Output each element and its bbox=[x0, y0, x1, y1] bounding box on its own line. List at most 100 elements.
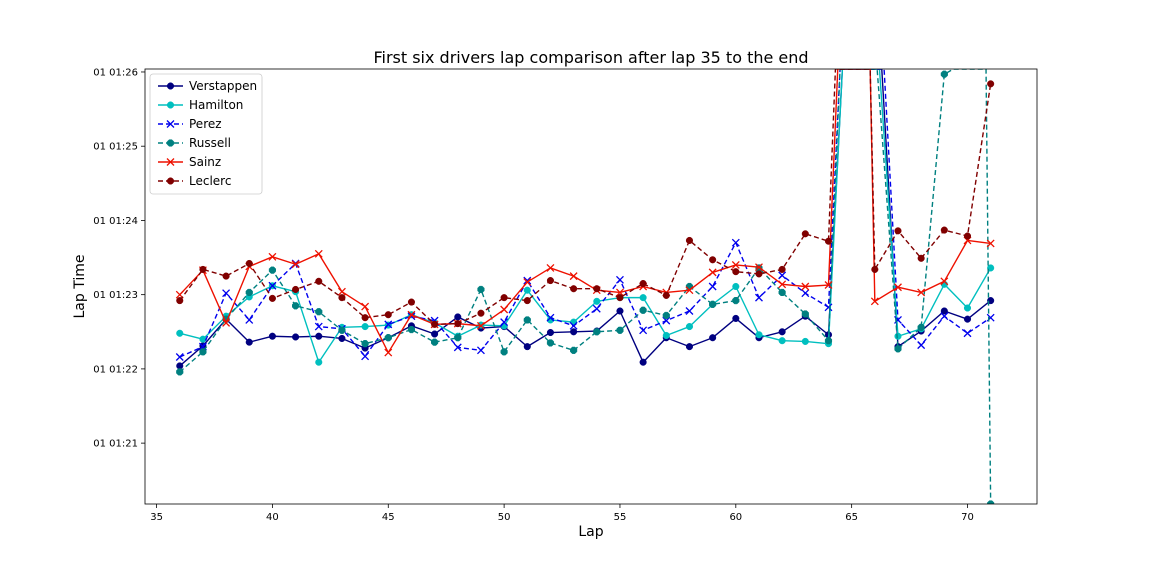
legend-label: Perez bbox=[189, 117, 222, 131]
data-point-leclerc bbox=[570, 285, 578, 293]
data-point-verstappen bbox=[315, 332, 323, 340]
legend-label: Sainz bbox=[189, 155, 221, 169]
data-point-perez bbox=[801, 289, 810, 298]
data-point-leclerc bbox=[801, 230, 809, 238]
data-point-hamilton bbox=[176, 329, 184, 337]
data-point-russell bbox=[431, 338, 439, 346]
data-point-leclerc bbox=[222, 272, 230, 280]
data-point-verstappen bbox=[338, 334, 346, 343]
legend: Verstappen Hamilton Perez Russell Sainz Lecle… bbox=[149, 73, 263, 195]
data-point-leclerc bbox=[917, 254, 925, 262]
data-point-russell bbox=[987, 500, 995, 504]
data-point-russell bbox=[292, 302, 300, 310]
data-point-leclerc bbox=[732, 268, 740, 276]
data-point-perez bbox=[569, 321, 578, 330]
data-point-perez bbox=[361, 352, 370, 361]
legend-label: Leclerc bbox=[189, 174, 231, 188]
legend-swatch-marker bbox=[166, 158, 175, 166]
x-tick-label: 70 bbox=[961, 512, 974, 523]
data-point-hamilton bbox=[662, 331, 670, 340]
data-point-leclerc bbox=[639, 279, 647, 288]
data-point-russell bbox=[778, 288, 786, 297]
x-axis-label: Lap bbox=[578, 524, 603, 540]
data-point-perez bbox=[175, 353, 184, 361]
data-point-leclerc bbox=[963, 232, 972, 240]
data-point-sainz bbox=[546, 263, 555, 272]
data-point-perez bbox=[662, 316, 671, 325]
data-point-hamilton bbox=[801, 337, 809, 345]
data-point-russell bbox=[315, 308, 323, 316]
plot-frame bbox=[144, 68, 1038, 505]
legend-swatch-marker bbox=[166, 120, 175, 128]
legend-swatch-marker bbox=[166, 101, 175, 109]
data-point-sainz bbox=[500, 305, 509, 314]
data-point-perez bbox=[453, 343, 462, 352]
data-point-perez bbox=[245, 315, 254, 324]
legend-entry-sainz: Sainz bbox=[158, 155, 221, 169]
data-point-verstappen bbox=[616, 307, 624, 315]
data-point-perez bbox=[639, 326, 648, 335]
legend-label: Russell bbox=[189, 136, 231, 150]
data-point-hamilton bbox=[987, 264, 995, 272]
data-point-leclerc bbox=[778, 265, 786, 273]
data-point-russell bbox=[500, 348, 508, 356]
data-point-perez bbox=[523, 276, 532, 285]
data-point-sainz bbox=[870, 297, 879, 306]
x-tick-label: 35 bbox=[150, 512, 163, 523]
y-tick-label: 01 01:25 bbox=[93, 142, 138, 153]
data-point-leclerc bbox=[176, 297, 184, 305]
data-point-russell bbox=[199, 348, 207, 356]
x-tick-label: 55 bbox=[614, 512, 627, 523]
legend-label: Hamilton bbox=[189, 98, 243, 112]
data-point-russell bbox=[894, 345, 902, 353]
data-point-leclerc bbox=[709, 256, 717, 264]
x-tick-label: 50 bbox=[498, 512, 511, 523]
data-point-sainz bbox=[685, 286, 694, 295]
data-point-verstappen bbox=[639, 358, 647, 366]
y-axis-ticks: 01 01:21 01 01:22 01 01:23 01 01:24 01 01:25… bbox=[93, 67, 145, 450]
data-point-leclerc bbox=[199, 265, 207, 273]
x-tick-label: 40 bbox=[266, 512, 279, 523]
data-point-perez bbox=[616, 275, 624, 284]
data-point-perez bbox=[476, 346, 485, 355]
data-point-perez bbox=[314, 322, 323, 331]
data-point-sainz bbox=[894, 283, 902, 292]
data-point-russell bbox=[593, 328, 601, 336]
data-point-leclerc bbox=[685, 236, 694, 245]
data-point-verstappen bbox=[454, 313, 462, 321]
legend-swatch-marker bbox=[166, 177, 175, 185]
data-point-russell bbox=[338, 326, 346, 334]
data-point-leclerc bbox=[940, 226, 948, 234]
data-point-russell bbox=[709, 300, 717, 308]
legend-swatch-marker bbox=[166, 82, 175, 90]
series-line-verstappen bbox=[179, 69, 992, 367]
data-point-sainz bbox=[361, 302, 370, 311]
data-point-verstappen bbox=[963, 315, 972, 323]
series-line-leclerc bbox=[179, 69, 992, 326]
x-tick-label: 45 bbox=[382, 512, 395, 523]
data-point-verstappen bbox=[940, 307, 948, 315]
data-point-leclerc bbox=[500, 294, 508, 302]
data-point-leclerc bbox=[824, 237, 833, 245]
legend-entry-leclerc: Leclerc bbox=[158, 174, 231, 188]
data-point-sainz bbox=[384, 348, 393, 357]
legend-swatch-marker bbox=[166, 139, 175, 147]
data-point-russell bbox=[616, 326, 624, 334]
data-point-perez bbox=[222, 289, 231, 298]
data-point-perez bbox=[592, 304, 601, 313]
data-point-perez bbox=[546, 313, 555, 322]
data-point-verstappen bbox=[778, 328, 786, 336]
data-point-verstappen bbox=[523, 343, 531, 351]
data-point-leclerc bbox=[407, 298, 415, 306]
x-axis-ticks: 35 40 45 50 55 60 65 70 bbox=[150, 504, 974, 523]
data-point-leclerc bbox=[593, 285, 601, 293]
data-point-hamilton bbox=[361, 323, 369, 331]
data-point-russell bbox=[917, 323, 925, 331]
data-point-verstappen bbox=[268, 332, 276, 340]
legend-entry-russell: Russell bbox=[158, 136, 231, 150]
data-point-sainz bbox=[222, 318, 231, 327]
data-point-sainz bbox=[337, 287, 346, 296]
data-point-hamilton bbox=[315, 358, 323, 366]
data-point-russell bbox=[824, 337, 833, 345]
data-point-leclerc bbox=[292, 285, 300, 294]
